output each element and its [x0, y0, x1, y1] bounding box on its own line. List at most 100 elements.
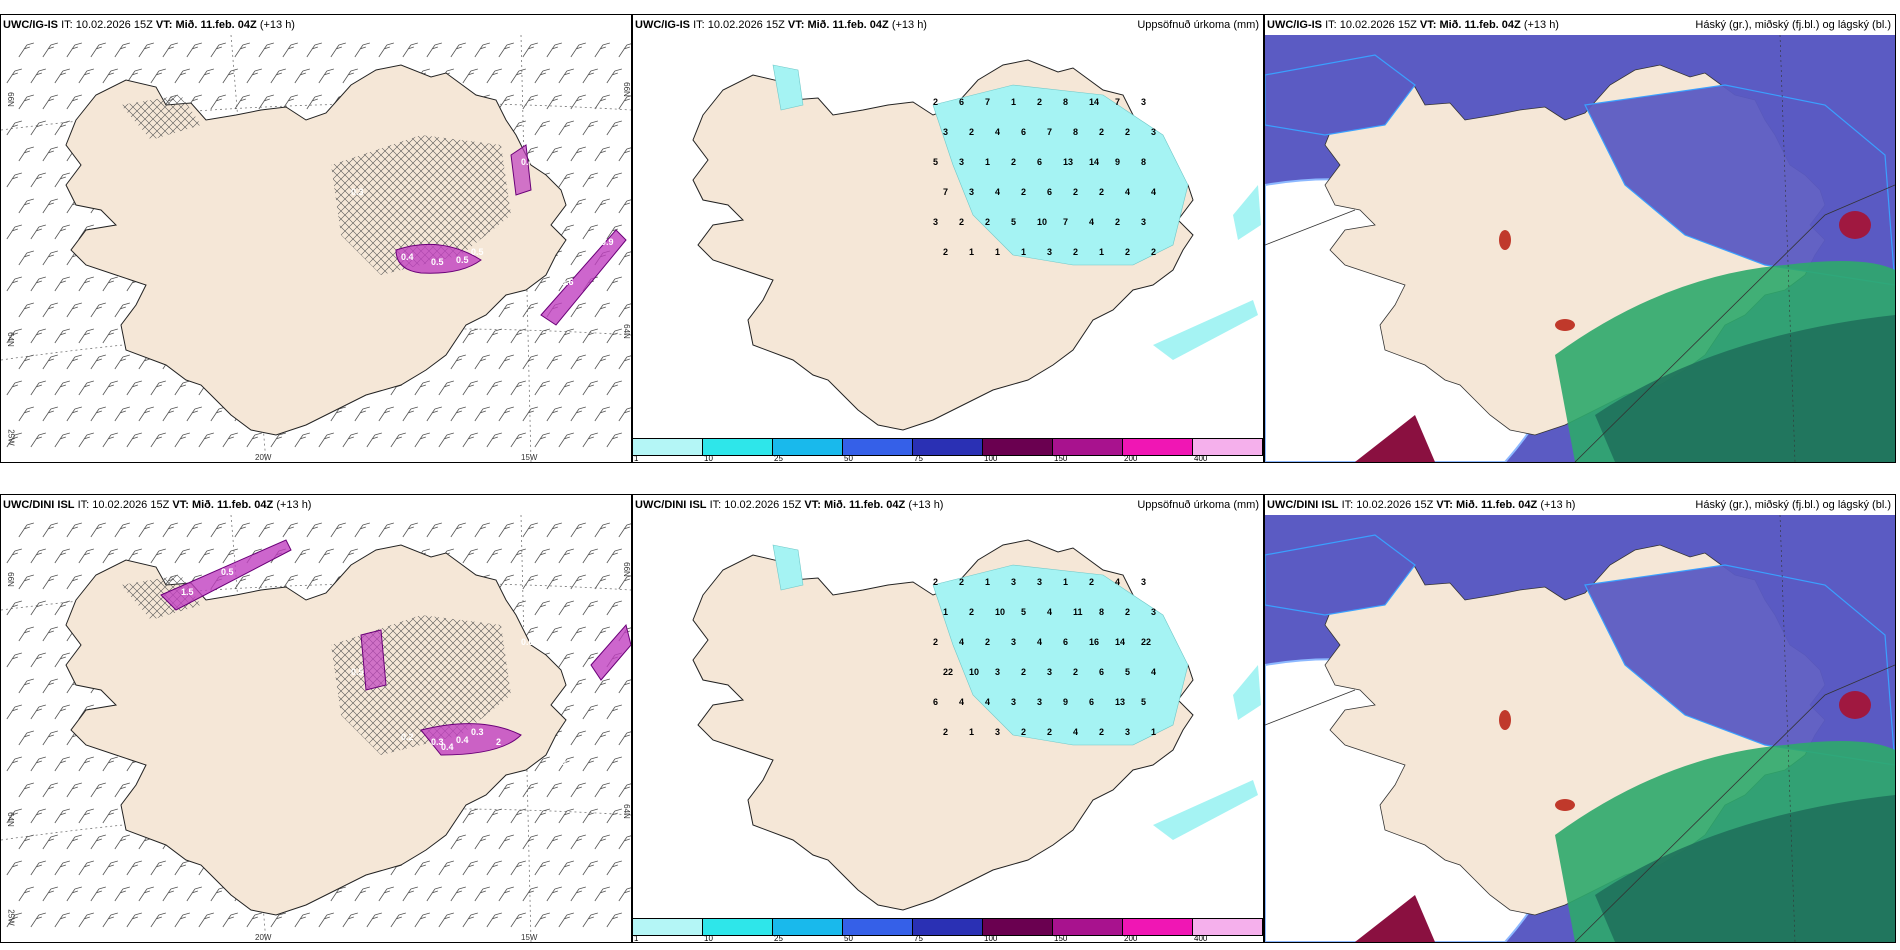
wind-barb: [570, 782, 586, 798]
wind-barb: [30, 172, 46, 188]
legend-tick-label: 50: [844, 454, 853, 463]
wind-barb: [582, 600, 598, 616]
wind-barb: [426, 406, 442, 422]
precip-value: 2: [969, 607, 974, 617]
precip-value: 1: [969, 247, 974, 257]
wind-barb: [18, 146, 34, 162]
wind-barb: [54, 600, 70, 616]
legend-tick-label: 200: [1124, 934, 1138, 943]
wind-barb: [354, 522, 370, 538]
wind-barb: [558, 808, 574, 824]
wind-barb: [18, 302, 34, 318]
low-cloud-cell: [1499, 230, 1511, 250]
precip-map: 2 6 7 1 2 8 14 7 33 2 4 6 7 8 2 2 35 3 1 2 6 13 14 9 87 3 4 2 6 2 2 4 43…: [633, 15, 1263, 435]
wind-barb: [450, 42, 466, 58]
contour-label: 0.4: [441, 742, 454, 752]
wind-barb: [42, 782, 58, 798]
legend-tick-label: 1: [634, 934, 639, 943]
wind-barb: [606, 328, 622, 344]
it-value: 10.02.2026 15Z: [75, 19, 153, 31]
wind-barb: [30, 704, 46, 720]
precip-value: 8: [1141, 157, 1146, 167]
contour-label: 1.2: [601, 717, 614, 727]
wind-barb: [174, 68, 190, 84]
legend-swatch: [1193, 919, 1263, 935]
wind-barb: [342, 68, 358, 84]
wind-barb: [606, 600, 622, 616]
precip-value: 22: [1141, 637, 1151, 647]
lead-time: (+13 h): [1540, 499, 1576, 511]
low-cloud-cell: [1555, 319, 1575, 331]
wind-barb: [378, 42, 394, 58]
precip-area: [1153, 300, 1258, 360]
wind-barb: [570, 574, 586, 590]
contour-label: 0.5: [221, 567, 234, 577]
lon-label-20: 20W: [255, 453, 272, 462]
contour-label: 0.4: [561, 757, 574, 767]
wind-barb: [270, 68, 286, 84]
precip-value: 3: [1141, 577, 1146, 587]
legend-tick-label: 400: [1194, 934, 1208, 943]
mid-cloud-core: [1595, 315, 1895, 462]
wind-barb: [6, 808, 22, 824]
precip-value: 4: [1037, 637, 1042, 647]
precip-value: 3: [1151, 127, 1156, 137]
wind-barb: [474, 886, 490, 902]
wind-barb: [618, 407, 631, 422]
wind-barb: [414, 432, 430, 448]
precip-value: 3: [959, 157, 964, 167]
wind-barb: [426, 522, 442, 538]
wind-contour: [590, 623, 631, 681]
precip-value: 3: [1011, 637, 1016, 647]
wind-barb: [558, 380, 574, 396]
precip-value: 6: [1099, 667, 1104, 677]
wind-barb: [210, 522, 226, 538]
wind-barb: [318, 548, 334, 564]
contour-label: 0.4: [456, 735, 469, 745]
wind-barb: [54, 756, 70, 772]
precip-value: 4: [1047, 607, 1052, 617]
precip-value: 10: [1037, 217, 1047, 227]
precip-value: 2: [1021, 667, 1026, 677]
wind-barb: [582, 380, 598, 396]
legend-swatch: [843, 919, 913, 935]
wind-barb: [498, 406, 514, 422]
wind-barb: [570, 834, 586, 850]
precip-value: 7: [1115, 97, 1120, 107]
precip-area: [1153, 780, 1258, 840]
legend-swatch: [633, 439, 703, 455]
wind-barb: [618, 199, 631, 214]
precip-value: 3: [1047, 667, 1052, 677]
wind-map: 0.4 0.5 0.50.50.30.40.60.9: [1, 15, 631, 462]
wind-barb: [534, 912, 550, 928]
wind-barb: [42, 678, 58, 694]
wind-barb: [582, 172, 598, 188]
contour-label: 0.5: [471, 247, 484, 257]
panel-right-title: Uppsöfnuð úrkoma (mm): [1137, 19, 1259, 31]
precip-legend: 1 10 25 50 75 100 150 200 400: [633, 918, 1263, 942]
wind-barb: [42, 886, 58, 902]
wind-barb: [534, 548, 550, 564]
wind-barb: [6, 548, 22, 564]
wind-barb: [306, 574, 322, 590]
lead-time: (+13 h): [259, 19, 295, 31]
wind-barb: [54, 912, 70, 928]
precip-value: 5: [1011, 217, 1016, 227]
it-value: 10.02.2026 15Z: [707, 19, 785, 31]
wind-barb: [30, 860, 46, 876]
wind-barb: [558, 432, 574, 448]
wind-barb: [66, 406, 82, 422]
it-value: 10.02.2026 15Z: [1356, 499, 1434, 511]
wind-barb: [414, 912, 430, 928]
precip-area: [772, 544, 804, 591]
wind-barb: [30, 652, 46, 668]
it-value: 10.02.2026 15Z: [724, 499, 802, 511]
wind-barb: [486, 380, 502, 396]
precip-value: 6: [959, 97, 964, 107]
wind-barb: [90, 782, 106, 798]
wind-barb: [138, 886, 154, 902]
legend-swatch: [983, 919, 1053, 935]
wind-barb: [510, 808, 526, 824]
wind-barb: [18, 834, 34, 850]
wind-barb: [318, 432, 334, 448]
